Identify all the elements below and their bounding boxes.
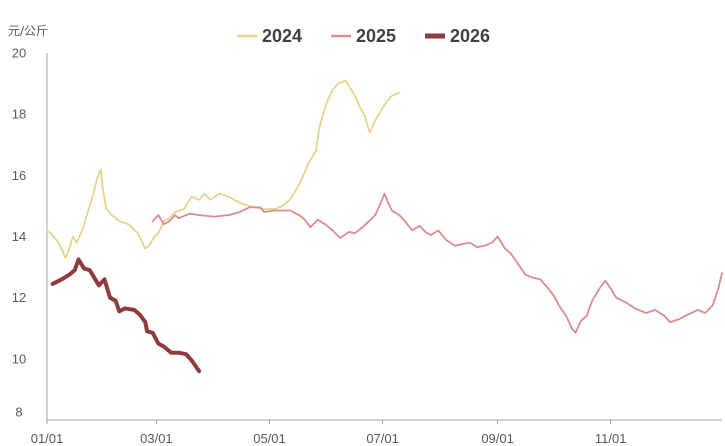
x-tick-label-05-01: 05/01 <box>253 431 286 446</box>
legend-label-2026: 2026 <box>450 26 490 46</box>
y-axis-unit-label: 元/公斤 <box>8 24 48 38</box>
series-lines <box>46 79 723 374</box>
y-tick-label-20: 20 <box>12 46 26 61</box>
series-line-2024 <box>46 79 401 259</box>
legend-item-2026: 2026 <box>425 26 490 46</box>
legend-item-2024: 2024 <box>237 26 302 46</box>
series-line-2026 <box>50 257 202 374</box>
legend-item-2025: 2025 <box>331 26 396 46</box>
y-tick-label-18: 18 <box>12 107 26 122</box>
y-tick-label-16: 16 <box>12 168 26 183</box>
y-tick-label-12: 12 <box>12 290 26 305</box>
x-tick-label-03-01: 03/01 <box>140 431 173 446</box>
x-tick-label-11-01: 11/01 <box>595 431 627 446</box>
legend-label-2025: 2025 <box>356 26 396 46</box>
legend-label-2024: 2024 <box>262 26 302 46</box>
x-axis-ticks: 01/01 03/01 05/01 07/01 09/01 11/01 <box>31 420 627 446</box>
x-tick-label-07-01: 07/01 <box>366 431 399 446</box>
series-line-2025 <box>151 192 723 334</box>
x-tick-label-09-01: 09/01 <box>481 431 514 446</box>
y-tick-label-14: 14 <box>12 229 26 244</box>
y-axis-ticks: 8 10 12 14 16 18 20 <box>12 46 26 420</box>
legend: 2024 2025 2026 <box>237 26 490 46</box>
x-tick-label-01-01: 01/01 <box>31 431 64 446</box>
y-tick-label-10: 10 <box>12 351 26 366</box>
y-tick-label-8: 8 <box>15 405 22 420</box>
